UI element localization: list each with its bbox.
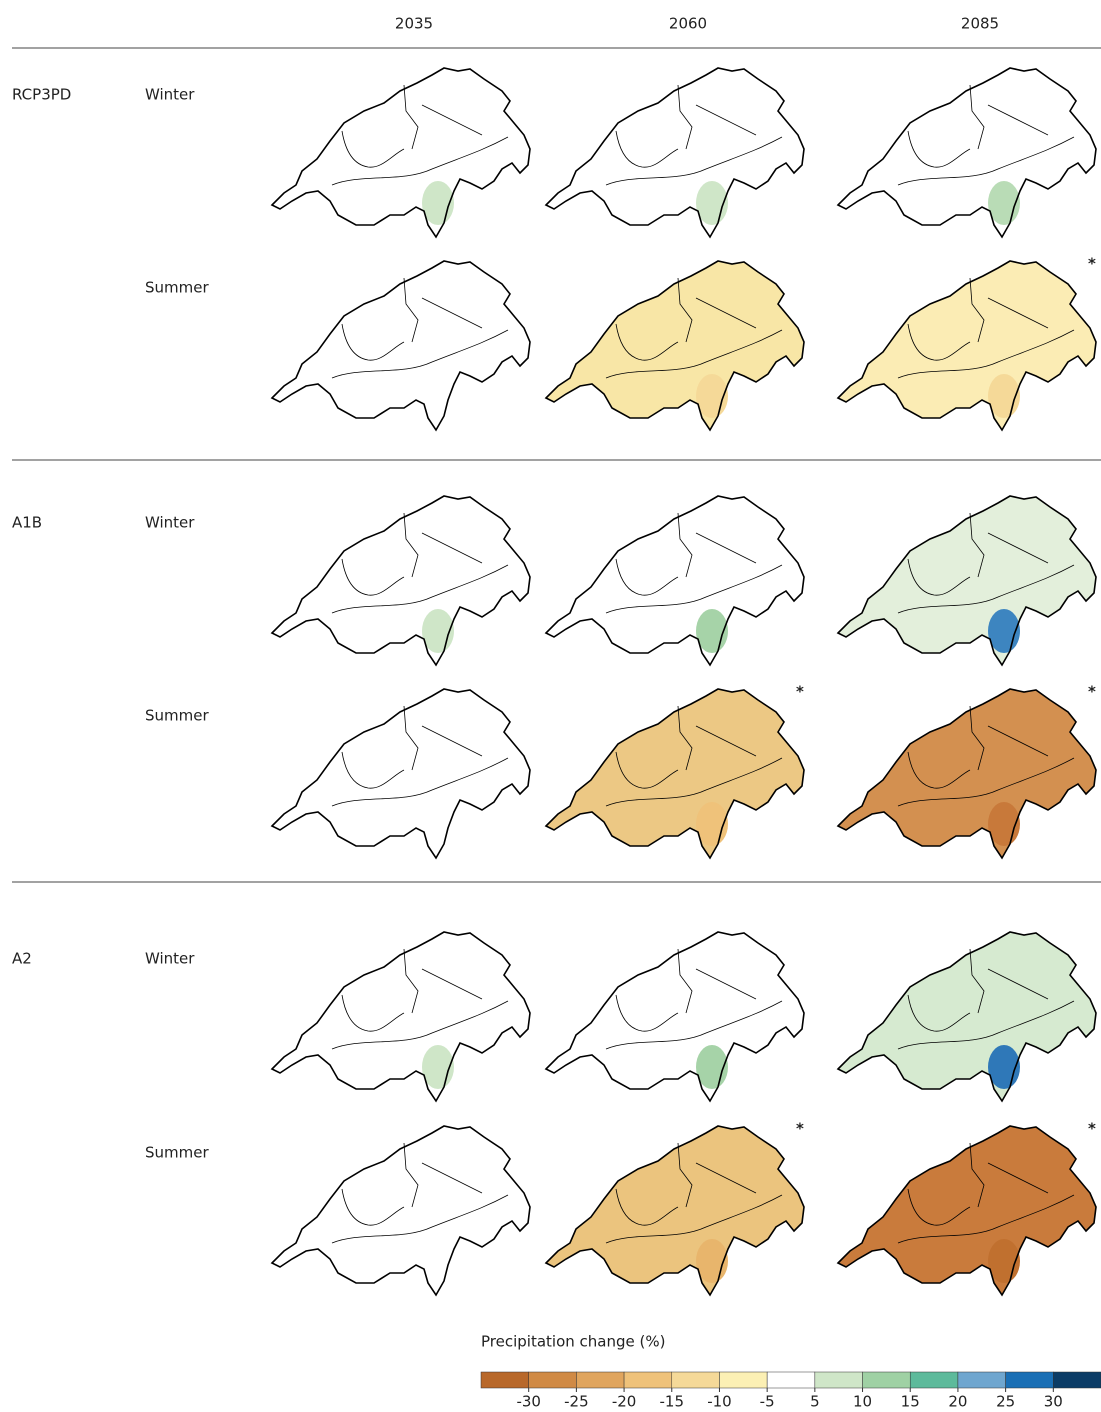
map-region — [272, 496, 530, 665]
map-panel: * — [546, 1120, 804, 1296]
colorbar-bin — [624, 1372, 672, 1388]
colorbar-tick-label: -15 — [660, 1393, 685, 1411]
colorbar-bin — [481, 1372, 529, 1388]
map-region — [272, 261, 530, 430]
map-region — [838, 68, 1096, 237]
map-panel — [272, 68, 530, 237]
colorbar-tick-label: -20 — [612, 1393, 637, 1411]
map-region — [546, 68, 804, 237]
map-region — [838, 689, 1096, 858]
map-panel — [272, 261, 530, 430]
colorbar-tick-label: 25 — [996, 1393, 1015, 1411]
colorbar-tick-label: 20 — [948, 1393, 967, 1411]
map-region — [838, 261, 1096, 430]
map-panel — [838, 496, 1096, 665]
map-panel — [272, 932, 530, 1101]
colorbar-tick-label: -10 — [707, 1393, 732, 1411]
colorbar-bin — [672, 1372, 720, 1388]
colorbar-title: Precipitation change (%) — [481, 1333, 665, 1351]
map-panel — [546, 932, 804, 1101]
map-region — [546, 496, 804, 665]
colorbar-bin — [719, 1372, 767, 1388]
colorbar-tick-label: 15 — [901, 1393, 920, 1411]
season-label: Winter — [145, 86, 195, 104]
map-panel: * — [838, 1120, 1096, 1296]
map-panel — [546, 496, 804, 665]
season-label: Summer — [145, 279, 209, 297]
map-panel — [272, 1126, 530, 1295]
colorbar-bin — [576, 1372, 624, 1388]
map-region — [546, 932, 804, 1101]
scenario-label: RCP3PD — [12, 86, 71, 104]
colorbar-bin — [958, 1372, 1006, 1388]
colorbar-bin — [910, 1372, 958, 1388]
map-panel — [272, 496, 530, 665]
map-panel: * — [546, 683, 804, 859]
map-region — [838, 1126, 1096, 1295]
map-region — [272, 68, 530, 237]
figure: Precipitation change (%) 2035 2060 2085 RCP… — [0, 0, 1101, 1412]
significance-marker: * — [796, 683, 804, 701]
map-panel — [546, 261, 804, 430]
season-label: Winter — [145, 514, 195, 532]
colorbar-tick-label: -30 — [516, 1393, 541, 1411]
map-panel — [546, 68, 804, 237]
map-region — [272, 1126, 530, 1295]
map-region — [838, 932, 1096, 1101]
map-region — [272, 689, 530, 858]
map-region — [546, 1126, 804, 1295]
colorbar-bin — [529, 1372, 577, 1388]
column-header: 2060 — [669, 15, 707, 33]
colorbar-tick-label: -25 — [564, 1393, 589, 1411]
colorbar-tick-label: 5 — [810, 1393, 820, 1411]
colorbar-bin — [767, 1372, 815, 1388]
colorbar-bin — [1053, 1372, 1101, 1388]
colorbar-tick-label: -5 — [760, 1393, 775, 1411]
map-region — [838, 496, 1096, 665]
significance-marker: * — [1088, 1120, 1096, 1138]
significance-marker: * — [796, 1120, 804, 1138]
colorbar-bin — [1006, 1372, 1054, 1388]
column-header: 2085 — [961, 15, 999, 33]
season-label: Summer — [145, 1144, 209, 1162]
colorbar-bin — [815, 1372, 863, 1388]
colorbar-tick-label: 30 — [1044, 1393, 1063, 1411]
map-panel — [838, 68, 1096, 237]
significance-marker: * — [1088, 683, 1096, 701]
map-panel: * — [838, 683, 1096, 859]
scenario-label: A2 — [12, 950, 32, 968]
map-region — [546, 261, 804, 430]
significance-marker: * — [1088, 255, 1096, 273]
column-header: 2035 — [395, 15, 433, 33]
scenario-label: A1B — [12, 514, 42, 532]
colorbar-tick-label: 10 — [853, 1393, 872, 1411]
map-region — [546, 689, 804, 858]
map-panel: * — [838, 255, 1096, 431]
map-panel — [838, 932, 1096, 1101]
map-region — [272, 932, 530, 1101]
season-label: Winter — [145, 950, 195, 968]
colorbar-bin — [863, 1372, 911, 1388]
season-label: Summer — [145, 707, 209, 725]
map-panel — [272, 689, 530, 858]
